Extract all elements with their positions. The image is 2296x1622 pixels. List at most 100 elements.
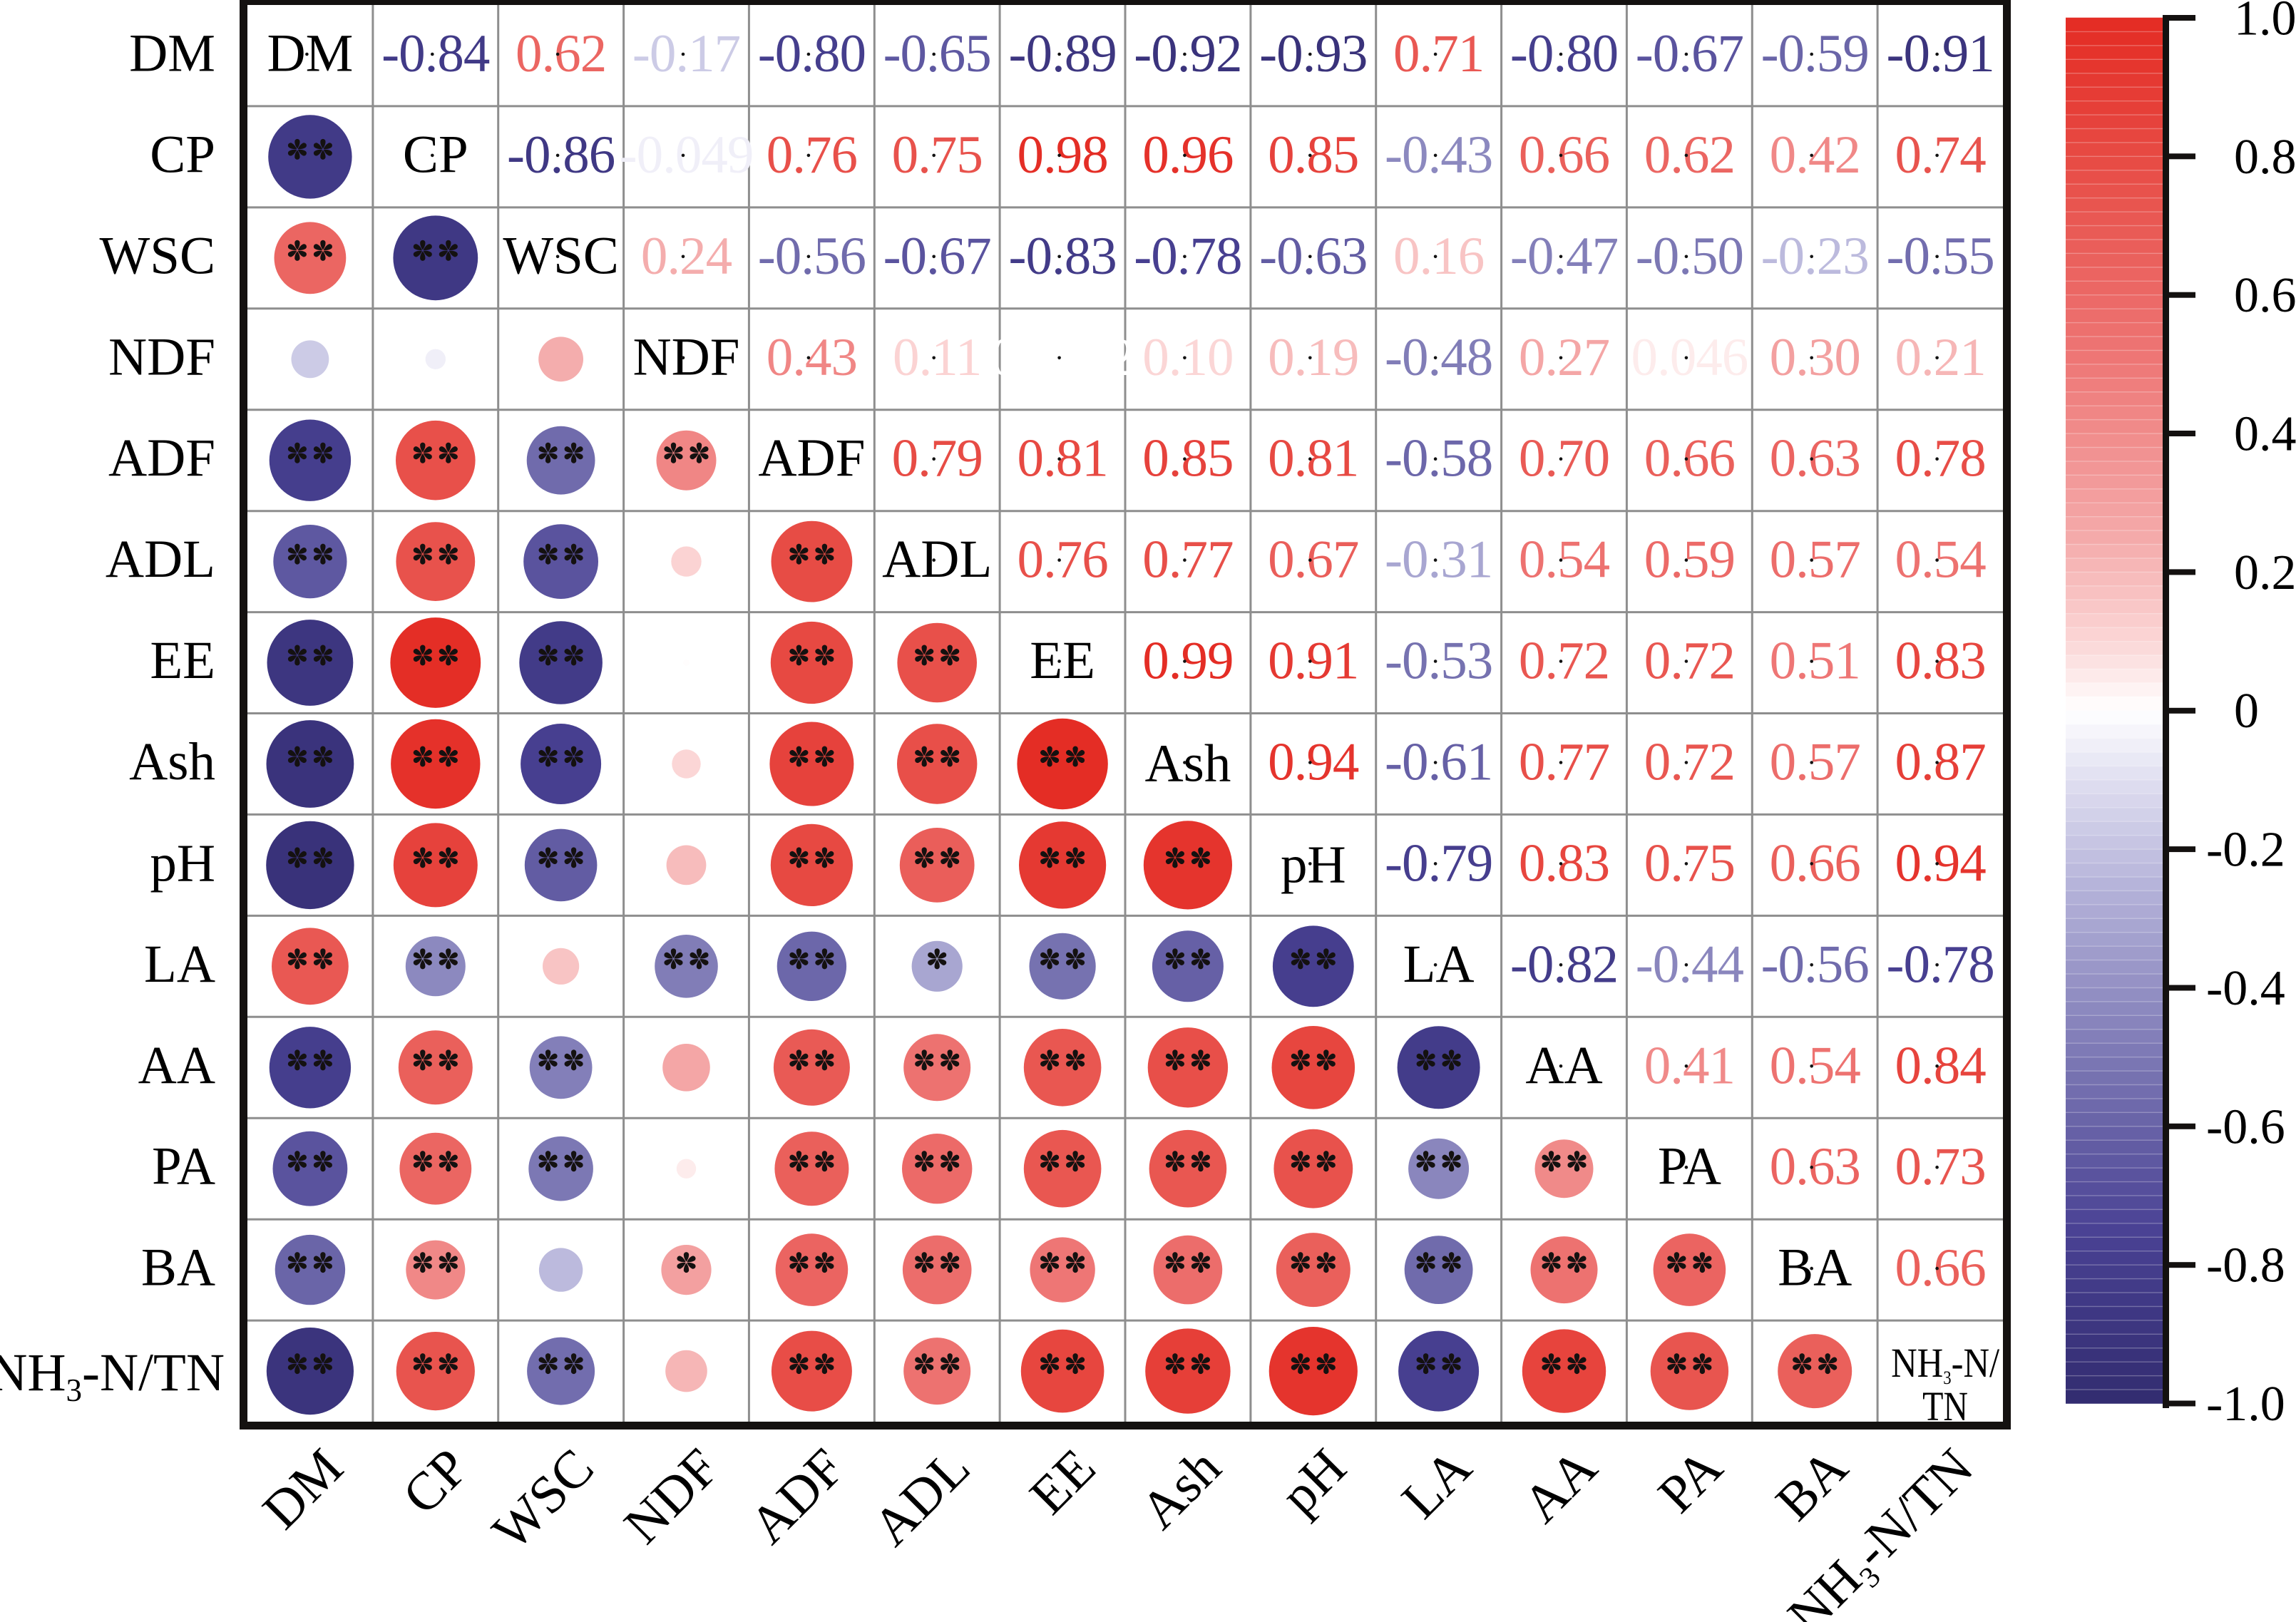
svg-text:0.78: 0.78	[1895, 429, 1985, 488]
svg-text:0.84: 0.84	[1895, 1036, 1986, 1095]
svg-text:-0.67: -0.67	[883, 227, 991, 286]
svg-text:NDF: NDF	[108, 327, 215, 386]
svg-text:0.57: 0.57	[1770, 530, 1860, 590]
svg-text:0.87: 0.87	[1895, 733, 1985, 792]
svg-text:WSC: WSC	[99, 226, 215, 285]
svg-text:0.66: 0.66	[1644, 429, 1735, 488]
svg-text:ADF: ADF	[108, 428, 215, 488]
svg-text:0.30: 0.30	[1770, 328, 1860, 387]
svg-text:0.24: 0.24	[641, 227, 732, 286]
svg-text:-0.78: -0.78	[1886, 935, 1994, 994]
svg-text:pH: pH	[1281, 835, 1346, 894]
svg-text:0.63: 0.63	[1770, 429, 1860, 488]
svg-text:-0.84: -0.84	[381, 24, 490, 83]
svg-text:EE: EE	[1030, 631, 1095, 690]
svg-text:0.75: 0.75	[1644, 833, 1735, 893]
svg-text:-0.61: -0.61	[1385, 733, 1492, 792]
svg-text:-0.91: -0.91	[1886, 24, 1994, 83]
svg-text:0.43: 0.43	[767, 328, 857, 387]
svg-text:DM: DM	[129, 24, 215, 83]
svg-text:CP: CP	[150, 125, 215, 184]
svg-text:0.54: 0.54	[1770, 1036, 1861, 1095]
svg-text:0.67: 0.67	[1268, 530, 1358, 590]
svg-text:PA: PA	[1658, 1137, 1721, 1196]
svg-text:-0.67: -0.67	[1636, 24, 1743, 83]
svg-text:-0.53: -0.53	[1385, 632, 1492, 691]
svg-text:0.75: 0.75	[892, 125, 983, 185]
svg-text:AA: AA	[138, 1036, 215, 1095]
svg-text:LA: LA	[1403, 935, 1475, 994]
svg-text:0.77: 0.77	[1142, 530, 1233, 590]
svg-text:0.74: 0.74	[1895, 125, 1986, 185]
svg-text:pH: pH	[150, 833, 215, 893]
svg-text:0.91: 0.91	[1268, 632, 1358, 691]
svg-text:0.79: 0.79	[892, 429, 983, 488]
svg-text:-0.17: -0.17	[632, 24, 740, 83]
svg-text:0.66: 0.66	[1770, 833, 1860, 893]
svg-text:0.21: 0.21	[1895, 328, 1985, 387]
svg-text:0.85: 0.85	[1142, 429, 1233, 488]
svg-text:0.42: 0.42	[1770, 125, 1860, 185]
svg-text:0.96: 0.96	[1142, 125, 1233, 185]
svg-text:0.71: 0.71	[1393, 24, 1484, 83]
svg-text:-0.47: -0.47	[1510, 227, 1618, 286]
svg-text:-0.86: -0.86	[507, 125, 615, 185]
svg-text:0.59: 0.59	[1644, 530, 1735, 590]
svg-text:0.51: 0.51	[1770, 632, 1860, 691]
svg-text:-0.65: -0.65	[883, 24, 991, 83]
svg-text:-0.4: -0.4	[2206, 961, 2285, 1016]
svg-text:0.81: 0.81	[1017, 429, 1107, 488]
svg-text:-1.0: -1.0	[2206, 1377, 2285, 1432]
svg-text:ADL: ADL	[882, 530, 992, 589]
svg-text:0.8: 0.8	[2234, 130, 2296, 185]
svg-text:-0.83: -0.83	[1008, 227, 1116, 286]
svg-text:0.6: 0.6	[2234, 268, 2296, 323]
svg-text:0.94: 0.94	[1895, 833, 1986, 893]
svg-text:-0.56: -0.56	[758, 227, 866, 286]
svg-text:BA: BA	[141, 1238, 215, 1298]
svg-text:0.76: 0.76	[1017, 530, 1107, 590]
svg-text:-0.58: -0.58	[1385, 429, 1492, 488]
svg-text:0.73: 0.73	[1895, 1137, 1985, 1196]
svg-text:0.10: 0.10	[1142, 328, 1233, 387]
svg-text:0.99: 0.99	[1142, 632, 1233, 691]
svg-text:Ash: Ash	[1144, 734, 1231, 794]
svg-text:ADL: ADL	[106, 530, 215, 589]
svg-text:NDF: NDF	[632, 327, 739, 386]
svg-text:ADF: ADF	[758, 428, 865, 488]
svg-text:-0.93: -0.93	[1259, 24, 1367, 83]
svg-text:0.72: 0.72	[1644, 733, 1735, 792]
svg-text:0.98: 0.98	[1017, 125, 1107, 185]
svg-text:0.83: 0.83	[1895, 632, 1985, 691]
svg-text:0.27: 0.27	[1519, 328, 1609, 387]
svg-text:0.72: 0.72	[1519, 632, 1609, 691]
svg-text:-0.049: -0.049	[620, 125, 754, 185]
svg-text:-0.80: -0.80	[758, 24, 866, 83]
svg-text:NH3-N/TN: NH3-N/TN	[0, 1343, 225, 1408]
svg-text:0: 0	[2234, 684, 2259, 739]
svg-text:PA: PA	[152, 1137, 215, 1196]
svg-text:0.81: 0.81	[1268, 429, 1358, 488]
svg-text:-0.59: -0.59	[1761, 24, 1869, 83]
svg-text:CP: CP	[403, 125, 468, 184]
svg-text:WSC: WSC	[503, 226, 619, 285]
svg-text:0.11: 0.11	[893, 328, 981, 387]
svg-text:0.83: 0.83	[1519, 833, 1609, 893]
svg-text:0.72: 0.72	[1644, 632, 1735, 691]
svg-text:-0.50: -0.50	[1636, 227, 1743, 286]
svg-text:-0.82: -0.82	[1510, 935, 1618, 994]
svg-text:-0.80: -0.80	[1510, 24, 1618, 83]
svg-text:-0.55: -0.55	[1886, 227, 1994, 286]
svg-text:0.57: 0.57	[1770, 733, 1860, 792]
svg-text:0.41: 0.41	[1644, 1036, 1735, 1095]
svg-text:AA: AA	[1525, 1036, 1602, 1095]
svg-text:-0.2: -0.2	[2206, 823, 2285, 878]
svg-text:-0.44: -0.44	[1636, 935, 1744, 994]
svg-text:0.76: 0.76	[767, 125, 857, 185]
svg-text:0.77: 0.77	[1519, 733, 1609, 792]
svg-text:0.54: 0.54	[1895, 530, 1986, 590]
svg-text:0.66: 0.66	[1895, 1238, 1985, 1298]
svg-text:0.94: 0.94	[1268, 733, 1359, 792]
svg-text:-0.23: -0.23	[1761, 227, 1869, 286]
svg-text:0.62: 0.62	[1644, 125, 1735, 185]
